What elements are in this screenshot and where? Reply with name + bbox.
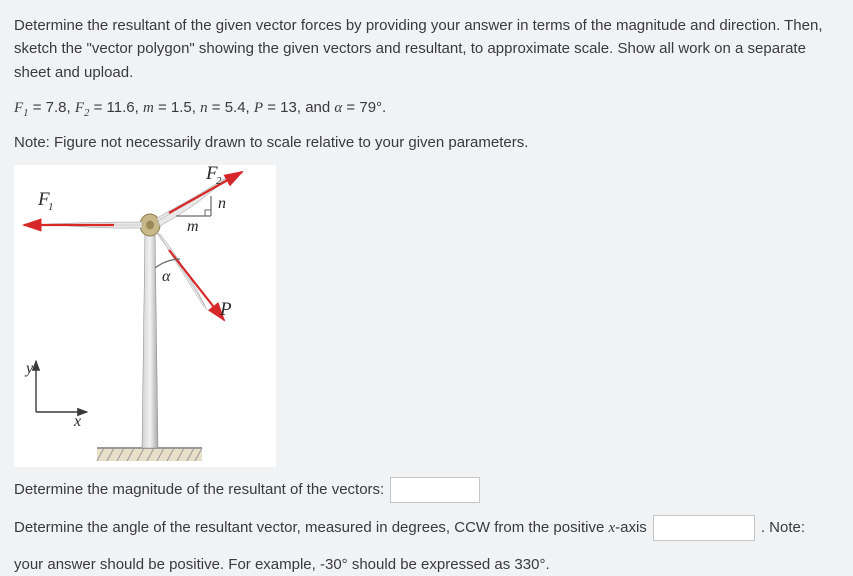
problem-intro: Determine the resultant of the given vec… [14, 14, 839, 84]
intro-line-2: sketch the "vector polygon" showing the … [14, 40, 806, 57]
question-angle-block: Determine the angle of the resultant vec… [14, 515, 839, 576]
svg-text:P: P [219, 299, 232, 320]
p-symbol: P [254, 100, 263, 116]
alpha-value: = 79°. [342, 99, 386, 116]
svg-text:2: 2 [216, 175, 222, 187]
svg-text:x: x [73, 413, 81, 430]
parameters-line: F1 = 7.8, F2 = 11.6, m = 1.5, n = 5.4, P… [14, 96, 839, 122]
angle-input[interactable] [653, 515, 755, 541]
intro-line-1: Determine the resultant of the given vec… [14, 17, 822, 34]
figure-diagram: F 1 F 2 m n α P y x [14, 165, 276, 467]
diagram-svg: F 1 F 2 m n α P y x [14, 165, 276, 467]
f2-value: = 11.6, [89, 99, 143, 116]
q2-text-part2: your answer should be positive. For exam… [14, 553, 839, 576]
q2-text-part1: Determine the angle of the resultant vec… [14, 516, 647, 540]
svg-text:n: n [218, 195, 226, 212]
m-value: = 1.5, [154, 99, 200, 116]
question-magnitude: Determine the magnitude of the resultant… [14, 477, 839, 503]
f2-symbol: F [75, 100, 84, 116]
q1-text: Determine the magnitude of the resultant… [14, 478, 384, 501]
magnitude-input[interactable] [390, 477, 480, 503]
n-value: = 5.4, [208, 99, 254, 116]
svg-text:1: 1 [48, 201, 54, 213]
q2-note: . Note: [761, 516, 805, 539]
svg-text:y: y [24, 360, 34, 377]
p-value: = 13, and [263, 99, 334, 116]
intro-line-3: sheet and upload. [14, 64, 133, 81]
n-symbol: n [200, 100, 208, 116]
svg-text:α: α [162, 268, 171, 285]
question-angle-line1: Determine the angle of the resultant vec… [14, 515, 839, 541]
m-symbol: m [143, 100, 154, 116]
svg-text:m: m [187, 218, 199, 235]
f1-symbol: F [14, 100, 23, 116]
f1-value: = 7.8, [29, 99, 75, 116]
figure-note: Note: Figure not necessarily drawn to sc… [14, 131, 839, 154]
